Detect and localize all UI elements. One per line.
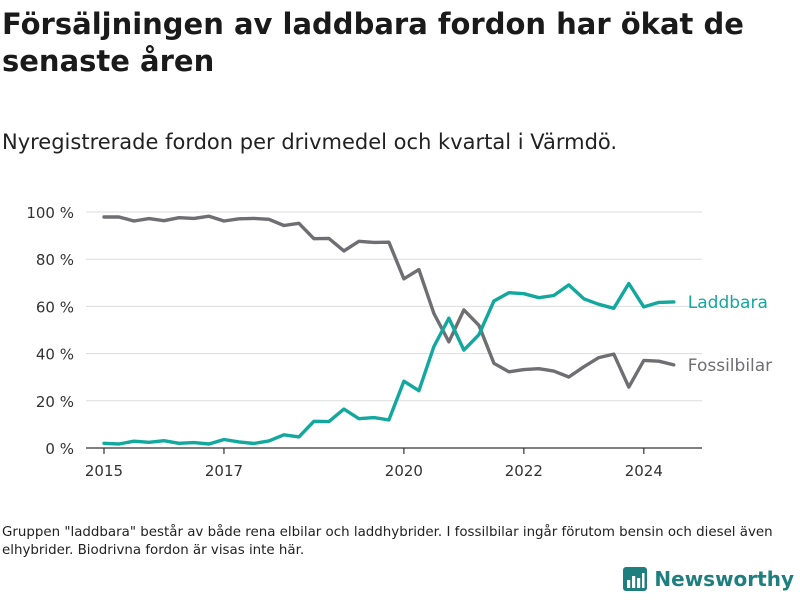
- y-tick-label: 40 %: [36, 346, 74, 364]
- series-label-fossilbilar: Fossilbilar: [688, 356, 772, 376]
- x-tick-label: 2022: [505, 462, 543, 480]
- chart-title: Försäljningen av laddbara fordon har öka…: [2, 7, 744, 78]
- brand-logo: Newsworthy: [622, 566, 794, 592]
- series-lines: [102, 214, 676, 446]
- y-tick-label: 100 %: [26, 204, 74, 222]
- line-chart: 0 % 20 % 40 % 60 % 80 % 100 % 2015 2017 2020 2022…: [26, 204, 772, 480]
- y-tick-label: 80 %: [36, 251, 74, 269]
- series-labels: Laddbara Fossilbilar: [688, 293, 772, 376]
- x-tick-label: 2017: [205, 462, 243, 480]
- y-tick-label: 60 %: [36, 298, 74, 316]
- x-tick-label: 2020: [385, 462, 423, 480]
- y-tick-label: 20 %: [36, 393, 74, 411]
- series-line-fossilbilar: [102, 214, 676, 389]
- footnote: Gruppen "laddbara" består av både rena e…: [2, 525, 773, 558]
- y-tick-label: 0 %: [45, 440, 74, 458]
- newsworthy-logo-icon: [623, 567, 648, 591]
- series-label-laddbara: Laddbara: [688, 293, 768, 313]
- x-tick-label: 2024: [625, 462, 663, 480]
- x-tick-label: 2015: [85, 462, 123, 480]
- axes: 0 % 20 % 40 % 60 % 80 % 100 % 2015 2017 2020 2022…: [26, 204, 702, 480]
- chart-subtitle: Nyregistrerade fordon per drivmedel och …: [2, 130, 618, 154]
- series-line-laddbara: [102, 281, 676, 446]
- grid-lines: [86, 211, 702, 402]
- brand-name: Newsworthy: [654, 567, 794, 591]
